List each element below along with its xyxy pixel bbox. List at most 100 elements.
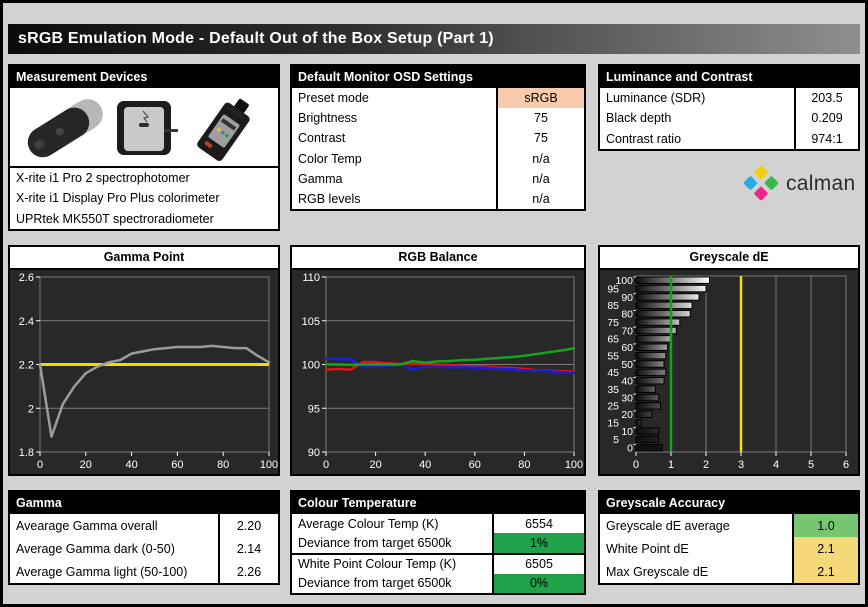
- row-label: Deviance from target 6500k: [298, 576, 452, 591]
- svg-text:2.2: 2.2: [19, 360, 34, 372]
- greyscale-de-chart: 100 95 90 85 80 75 70 65 60 55 50 45 40 35 30 25 20 15 10 5…: [600, 270, 858, 474]
- row-label: Deviance from target 6500k: [298, 535, 452, 550]
- svg-text:50: 50: [621, 359, 633, 371]
- table-row: Contrast 75: [292, 128, 584, 149]
- svg-text:90: 90: [621, 292, 633, 304]
- measurement-devices-header: Measurement Devices: [10, 66, 278, 88]
- svg-text:60: 60: [171, 459, 183, 471]
- svg-text:4: 4: [773, 459, 779, 471]
- table-row: Average Gamma dark (0-50) 2.14: [10, 537, 278, 560]
- row-value: 2.1: [792, 537, 858, 560]
- svg-text:0: 0: [323, 459, 329, 471]
- colour-temperature-panel: Colour Temperature Average Colour Temp (…: [290, 490, 586, 595]
- svg-text:100: 100: [615, 275, 633, 287]
- rgb-balance-chart: 90 95 100 105 110 0 20 40 60 80 100: [292, 270, 584, 474]
- greyscale-accuracy-panel: Greyscale Accuracy Greyscale dE average 1…: [598, 490, 860, 585]
- svg-text:0: 0: [633, 459, 639, 471]
- svg-text:3: 3: [738, 459, 744, 471]
- table-row: Color Temp n/a: [292, 148, 584, 169]
- row-value: 1%: [492, 533, 584, 553]
- svg-text:105: 105: [302, 316, 320, 328]
- calman-logo-icon: [743, 165, 779, 201]
- osd-settings-table: Preset mode sRGB Brightness 75 Contrast 75 …: [292, 88, 584, 210]
- row-label: Color Temp: [298, 151, 362, 166]
- row-value: 2.20: [218, 514, 278, 537]
- svg-text:1: 1: [668, 459, 674, 471]
- gamma-summary-panel: Gamma Avearage Gamma overall 2.20 Average…: [8, 490, 280, 585]
- row-label: Average Gamma light (50-100): [16, 564, 188, 579]
- table-row: Deviance from target 6500k 0%: [292, 573, 584, 593]
- svg-text:20: 20: [621, 409, 633, 421]
- luminance-contrast-table: Luminance (SDR) 203.5 Black depth 0.209 Co…: [600, 88, 858, 149]
- svg-text:20: 20: [80, 459, 92, 471]
- svg-text:75: 75: [607, 317, 619, 329]
- table-row: White Point Colour Temp (K) 6505: [292, 552, 584, 574]
- row-label: Luminance (SDR): [606, 91, 706, 106]
- svg-text:65: 65: [607, 334, 619, 346]
- calman-logo-text: calman: [786, 172, 856, 195]
- svg-text:45: 45: [607, 367, 619, 379]
- svg-text:6: 6: [843, 459, 849, 471]
- row-value: n/a: [496, 188, 584, 210]
- page-title: sRGB Emulation Mode - Default Out of the…: [8, 24, 860, 54]
- table-row: Deviance from target 6500k 1%: [292, 533, 584, 553]
- svg-text:110: 110: [302, 272, 320, 284]
- row-label: Max Greyscale dE: [606, 564, 709, 579]
- gamma-point-chart: 1.8 2 2.2 2.4 2.6 0 20 40 60 80 100: [10, 270, 278, 474]
- table-row: Max Greyscale dE 2.1: [600, 560, 858, 583]
- i1pro2-device-icon: [27, 99, 103, 158]
- greyscale-accuracy-table: Greyscale dE average 1.0 White Point dE 2.…: [600, 514, 858, 583]
- table-row: Greyscale dE average 1.0: [600, 514, 858, 537]
- row-label: Contrast ratio: [606, 131, 682, 146]
- svg-text:90: 90: [308, 447, 320, 459]
- row-value: 75: [496, 128, 584, 149]
- svg-text:80: 80: [217, 459, 229, 471]
- row-value: 0%: [492, 573, 584, 593]
- device-name: UPRtek MK550T spectroradiometer: [16, 211, 214, 226]
- colour-temperature-header: Colour Temperature: [292, 492, 584, 514]
- table-row: Contrast ratio 974:1: [600, 128, 858, 149]
- svg-text:2: 2: [703, 459, 709, 471]
- row-value: 1.0: [792, 514, 858, 537]
- row-label: Contrast: [298, 131, 346, 146]
- rgb-balance-panel: RGB Balance 90 95 100 105 110 0 20 40 60 80 100: [290, 245, 586, 476]
- svg-text:80: 80: [621, 309, 633, 321]
- svg-text:5: 5: [613, 434, 619, 446]
- table-row: Average Gamma light (50-100) 2.26: [10, 560, 278, 583]
- row-label: Brightness: [298, 111, 358, 126]
- svg-text:2.6: 2.6: [19, 272, 34, 284]
- svg-text:30: 30: [621, 392, 633, 404]
- table-row: Avearage Gamma overall 2.20: [10, 514, 278, 537]
- greyscale-accuracy-header: Greyscale Accuracy: [600, 492, 858, 514]
- greyscale-de-title: Greyscale dE: [600, 247, 858, 270]
- row-value: n/a: [496, 148, 584, 169]
- svg-text:70: 70: [621, 325, 633, 337]
- gamma-summary-header: Gamma: [10, 492, 278, 514]
- row-label: Avearage Gamma overall: [16, 518, 158, 533]
- svg-text:5: 5: [808, 459, 814, 471]
- row-label: White Point Colour Temp (K): [298, 557, 457, 572]
- row-value: 0.209: [794, 108, 858, 129]
- devices-illustration: [27, 98, 250, 161]
- row-label: Preset mode: [298, 91, 369, 106]
- svg-text:40: 40: [125, 459, 137, 471]
- row-value: 203.5: [794, 88, 858, 109]
- svg-text:60: 60: [621, 342, 633, 354]
- svg-text:40: 40: [621, 376, 633, 388]
- i1display-device-icon: [117, 101, 178, 155]
- svg-text:2.4: 2.4: [19, 316, 34, 328]
- table-row: Preset mode sRGB: [292, 88, 584, 109]
- row-value: 2.1: [792, 560, 858, 583]
- svg-text:10: 10: [621, 426, 633, 438]
- row-value: 2.14: [218, 537, 278, 560]
- svg-text:80: 80: [518, 459, 530, 471]
- gamma-summary-table: Avearage Gamma overall 2.20 Average Gamma…: [10, 514, 278, 583]
- svg-text:100: 100: [565, 459, 583, 471]
- svg-text:15: 15: [607, 417, 619, 429]
- osd-settings-header: Default Monitor OSD Settings: [292, 66, 584, 88]
- row-label: RGB levels: [298, 191, 361, 206]
- svg-text:0: 0: [627, 443, 633, 455]
- table-row: Black depth 0.209: [600, 108, 858, 129]
- svg-text:100: 100: [260, 459, 278, 471]
